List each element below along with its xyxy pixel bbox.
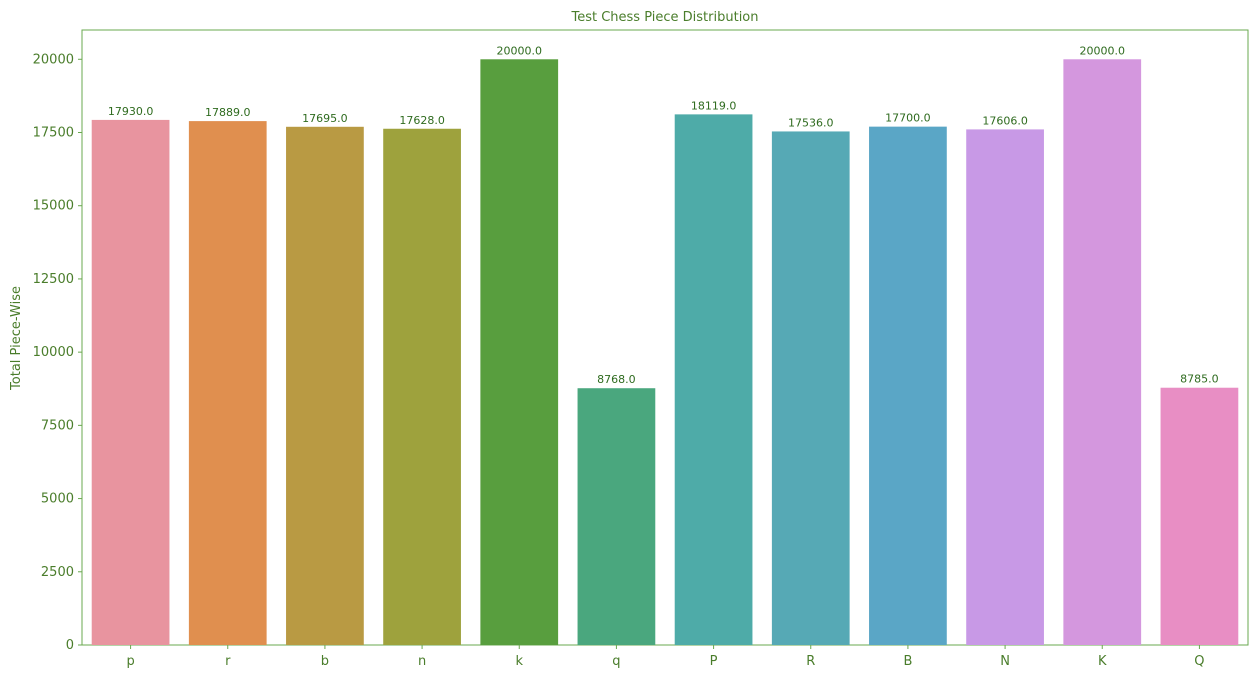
y-tick-label: 7500 (41, 418, 74, 433)
y-axis-ticks: 0 2500 5000 7500 10000 12500 15000 17500 20000 (33, 52, 82, 653)
bar-value-label: 17700.0 (885, 112, 931, 125)
chart-title: Test Chess Piece Distribution (570, 10, 758, 25)
bar-value-label: 17889.0 (205, 106, 251, 119)
bar-value-label: 18119.0 (691, 99, 737, 112)
bar-4 (383, 128, 461, 645)
x-tick-label: q (612, 654, 620, 669)
y-tick-label: 5000 (41, 492, 74, 507)
x-tick-label: K (1098, 654, 1107, 669)
x-tick-label: Q (1194, 654, 1204, 669)
x-tick-label: k (515, 654, 523, 669)
x-tick-label: r (225, 654, 231, 669)
y-tick-label: 10000 (33, 345, 74, 360)
x-tick-label: n (418, 654, 426, 669)
plot-area-frame (81, 29, 1249, 646)
bar-value-label: 8785.0 (1180, 373, 1219, 386)
bar-value-label: 17695.0 (302, 112, 348, 125)
bar-2 (188, 121, 267, 646)
bar-5 (480, 59, 559, 646)
x-tick-label: B (903, 654, 912, 669)
bar-value-label: 20000.0 (1080, 44, 1126, 57)
bar-value-label: 17930.0 (108, 105, 154, 118)
y-tick-label: 2500 (41, 565, 74, 580)
bar-3 (286, 126, 364, 645)
bar-value-label: 8768.0 (597, 373, 636, 386)
x-tick-label: P (710, 654, 718, 669)
bar-12 (1160, 387, 1239, 645)
bar-value-label: 17628.0 (399, 114, 445, 127)
y-tick-label: 12500 (33, 272, 74, 287)
bar-labels-group: 17930.0 17889.0 17695.0 17628.0 20000.0 8768.… (108, 44, 1219, 386)
y-tick-label: 20000 (33, 52, 74, 67)
x-tick-label: p (126, 654, 134, 669)
x-tick-label: R (806, 654, 815, 669)
y-axis-label: Total Piece-Wise (9, 286, 24, 391)
bar-11 (1063, 59, 1142, 646)
bar-7 (674, 114, 753, 646)
bar-1 (91, 119, 170, 645)
x-tick-label: b (321, 654, 329, 669)
bar-value-label: 20000.0 (497, 44, 543, 57)
bar-6 (577, 388, 656, 645)
x-tick-label: N (1000, 654, 1010, 669)
bar-10 (966, 129, 1044, 645)
y-tick-label: 15000 (33, 199, 74, 214)
bar-value-label: 17536.0 (788, 116, 834, 129)
y-tick-label: 0 (66, 638, 74, 653)
bar-9 (869, 126, 947, 645)
bars-group (91, 59, 1239, 646)
bar-value-label: 17606.0 (982, 114, 1028, 127)
y-tick-label: 17500 (33, 126, 74, 141)
bar-8 (771, 131, 850, 646)
